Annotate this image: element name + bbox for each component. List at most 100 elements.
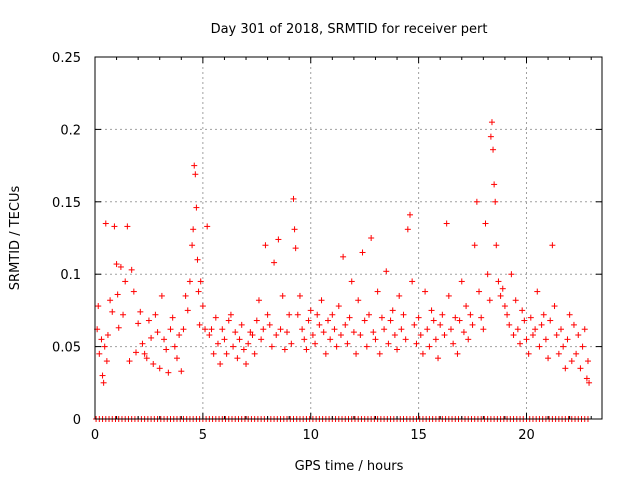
data-point [143, 355, 150, 362]
y-tick-label: 0 [73, 413, 81, 428]
data-point [316, 321, 323, 328]
data-point [542, 336, 549, 343]
data-point [458, 278, 465, 285]
data-point [363, 343, 370, 350]
data-point [180, 326, 187, 333]
data-point [266, 321, 273, 328]
data-point [337, 332, 344, 339]
data-point [275, 236, 282, 243]
data-point [370, 329, 377, 336]
data-point [487, 133, 494, 140]
data-point [586, 379, 593, 386]
data-point [570, 321, 577, 328]
data-point [450, 340, 457, 347]
data-point [471, 242, 478, 249]
data-point [305, 317, 312, 324]
data-point [290, 195, 297, 202]
data-point [253, 317, 260, 324]
data-point [519, 307, 526, 314]
data-point [307, 307, 314, 314]
data-point [456, 317, 463, 324]
data-point [391, 332, 398, 339]
data-point [191, 162, 198, 169]
data-point [236, 336, 243, 343]
data-point [243, 360, 250, 367]
data-point [219, 326, 226, 333]
data-point [411, 321, 418, 328]
data-point [238, 321, 245, 328]
data-point [584, 358, 591, 365]
data-point [555, 350, 562, 357]
grid [95, 57, 602, 419]
data-point [355, 297, 362, 304]
data-point [273, 332, 280, 339]
data-point [292, 245, 299, 252]
data-point [277, 326, 284, 333]
data-point [545, 355, 552, 362]
data-point [350, 329, 357, 336]
data-point [148, 334, 155, 341]
data-point [130, 288, 137, 295]
data-point [575, 332, 582, 339]
data-point [150, 360, 157, 367]
data-point [184, 307, 191, 314]
data-point [447, 326, 454, 333]
data-point [255, 297, 262, 304]
data-point [214, 340, 221, 347]
data-point [113, 261, 120, 268]
data-point [361, 317, 368, 324]
data-point [288, 340, 295, 347]
y-tick-label: 0.2 [60, 123, 81, 138]
data-point [342, 321, 349, 328]
data-point [117, 263, 124, 270]
data-point [281, 346, 288, 353]
data-point [309, 332, 316, 339]
data-point [583, 375, 590, 382]
data-point [303, 346, 310, 353]
data-point [365, 311, 372, 318]
data-point [368, 235, 375, 241]
data-point [488, 119, 495, 126]
data-point [322, 350, 329, 357]
data-point [312, 340, 319, 347]
data-point [331, 326, 338, 333]
data-point [463, 303, 470, 310]
data-point [383, 268, 390, 275]
data-point [202, 326, 209, 333]
data-point [234, 355, 241, 362]
data-point [435, 355, 442, 362]
data-point [189, 242, 196, 249]
data-point [100, 379, 107, 386]
data-point [508, 271, 515, 278]
data-point [194, 256, 201, 263]
data-point [268, 343, 275, 350]
data-point [460, 329, 467, 336]
data-point [223, 350, 230, 357]
data-point [286, 311, 293, 318]
data-point [314, 311, 321, 318]
data-point [176, 332, 183, 339]
data-point [135, 320, 142, 327]
data-point [445, 292, 452, 299]
data-point [124, 223, 131, 230]
data-point [158, 292, 165, 299]
data-point [320, 329, 327, 336]
data-point [197, 278, 204, 285]
data-point [204, 223, 211, 230]
data-point [132, 349, 139, 356]
data-point [409, 278, 416, 285]
data-point [114, 291, 121, 298]
data-point [396, 292, 403, 299]
data-point [467, 311, 474, 318]
data-point [486, 297, 493, 304]
x-tick-labels: 0 5 10 15 20 [91, 428, 535, 443]
data-point [221, 336, 228, 343]
data-point [517, 340, 524, 347]
data-point [294, 311, 301, 318]
data-point [523, 336, 530, 343]
y-tick-label: 0.25 [52, 51, 81, 66]
data-point [432, 336, 439, 343]
data-point [227, 311, 234, 318]
data-point [501, 303, 508, 310]
data-point [210, 350, 217, 357]
